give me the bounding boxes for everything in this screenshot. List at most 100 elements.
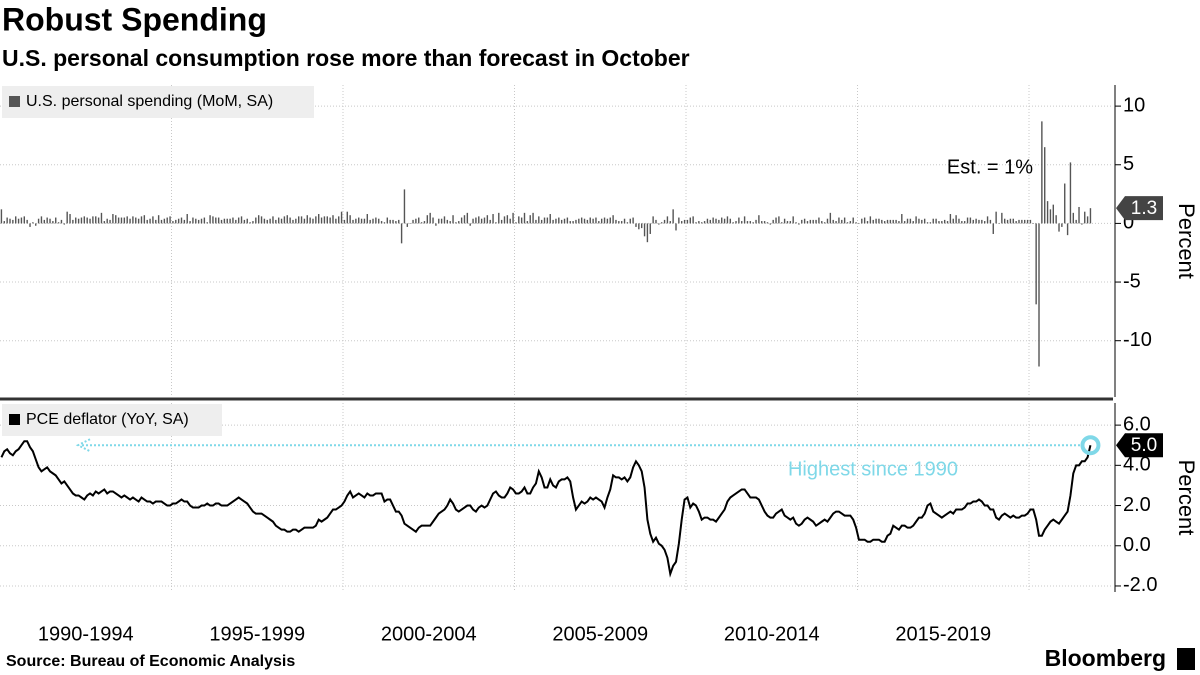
bar bbox=[583, 218, 586, 224]
bar bbox=[226, 218, 228, 224]
bar bbox=[300, 216, 303, 224]
bar bbox=[186, 214, 188, 224]
bar bbox=[626, 222, 629, 224]
bar bbox=[106, 218, 108, 224]
bar bbox=[975, 218, 977, 224]
value-tag bbox=[1116, 196, 1163, 221]
bar bbox=[529, 215, 531, 224]
logo: Bloomberg bbox=[1045, 645, 1166, 671]
bar bbox=[729, 218, 732, 224]
bar bbox=[23, 216, 25, 224]
y-axis-title: Percent bbox=[1174, 460, 1199, 536]
bar bbox=[998, 223, 1000, 224]
bar bbox=[709, 219, 711, 224]
legend-box bbox=[2, 86, 314, 118]
bar bbox=[741, 221, 743, 224]
bar bbox=[340, 211, 343, 224]
bar bbox=[338, 216, 340, 224]
bar bbox=[938, 221, 940, 224]
bar bbox=[615, 219, 617, 224]
bar bbox=[943, 219, 946, 224]
bar bbox=[492, 214, 494, 224]
bar bbox=[929, 222, 932, 224]
bar bbox=[123, 217, 126, 224]
bar bbox=[972, 219, 974, 224]
bar bbox=[35, 223, 37, 226]
bar bbox=[792, 216, 794, 224]
bar bbox=[438, 218, 440, 224]
bar bbox=[297, 216, 300, 224]
bar bbox=[112, 214, 114, 224]
bar bbox=[315, 216, 317, 224]
x-tick-label: 2015-2019 bbox=[895, 623, 991, 645]
bar bbox=[369, 219, 371, 224]
bar bbox=[229, 218, 231, 224]
bar bbox=[232, 217, 234, 224]
bar bbox=[420, 222, 423, 224]
bar bbox=[778, 216, 780, 224]
bar bbox=[692, 216, 694, 224]
bar bbox=[100, 212, 103, 224]
value-label: 1.3 bbox=[1131, 198, 1157, 219]
bar bbox=[549, 214, 551, 224]
bar bbox=[946, 221, 949, 224]
bar bbox=[835, 221, 837, 224]
bar bbox=[309, 217, 311, 224]
bar bbox=[69, 214, 71, 224]
bar bbox=[1084, 211, 1086, 224]
bar bbox=[1072, 212, 1075, 224]
bar bbox=[983, 221, 986, 224]
bar bbox=[40, 216, 43, 224]
bar bbox=[546, 217, 549, 224]
bar bbox=[326, 216, 328, 224]
bar bbox=[732, 222, 734, 224]
bar bbox=[49, 218, 51, 224]
bar bbox=[955, 215, 957, 224]
bar bbox=[921, 219, 923, 224]
bar bbox=[698, 221, 700, 224]
bar bbox=[658, 223, 660, 225]
bar bbox=[60, 219, 63, 224]
bar bbox=[95, 216, 97, 224]
bar bbox=[480, 218, 483, 224]
bar bbox=[620, 221, 623, 224]
bar bbox=[452, 215, 454, 224]
x-tick-label: 2010-2014 bbox=[724, 623, 820, 645]
bar bbox=[146, 219, 148, 224]
bar bbox=[260, 216, 263, 224]
bar bbox=[320, 217, 323, 224]
bar bbox=[532, 212, 534, 224]
bar bbox=[175, 219, 177, 224]
bar bbox=[1069, 162, 1072, 224]
bar bbox=[66, 211, 68, 224]
bar bbox=[638, 223, 640, 230]
bar bbox=[1001, 212, 1003, 224]
x-tick-label: 1990-1994 bbox=[38, 623, 134, 645]
bar bbox=[183, 219, 186, 224]
annotation: Highest since 1990 bbox=[788, 458, 958, 480]
bar bbox=[932, 218, 934, 224]
bar bbox=[569, 221, 571, 224]
bar bbox=[669, 221, 671, 224]
bar bbox=[263, 218, 266, 224]
y-tick-label: -2.0 bbox=[1123, 574, 1157, 596]
bar bbox=[1012, 218, 1014, 224]
bar bbox=[746, 221, 749, 224]
bar bbox=[598, 221, 600, 224]
bar bbox=[666, 216, 669, 224]
bar bbox=[772, 219, 774, 224]
bar bbox=[606, 218, 609, 224]
bar bbox=[446, 219, 449, 224]
bar bbox=[366, 214, 368, 224]
bar bbox=[140, 216, 143, 224]
bar bbox=[715, 218, 717, 224]
bar bbox=[995, 211, 997, 224]
bar bbox=[901, 214, 903, 224]
bar bbox=[43, 219, 46, 224]
bar bbox=[157, 215, 160, 224]
bar bbox=[1038, 223, 1040, 367]
bar bbox=[149, 218, 151, 224]
bar bbox=[1026, 219, 1029, 224]
bar bbox=[355, 218, 357, 224]
bar bbox=[458, 221, 460, 224]
